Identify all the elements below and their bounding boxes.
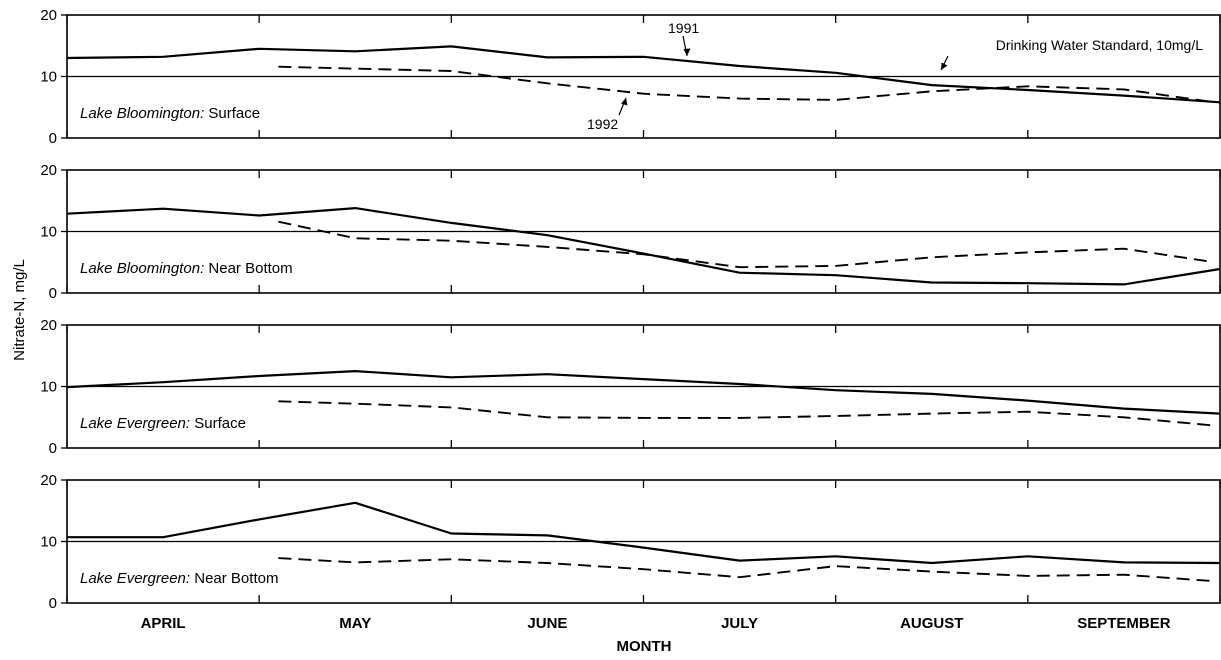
y-tick-label: 10 [40, 379, 57, 396]
panel-label: Lake Bloomington: Surface [80, 105, 260, 122]
y-tick-label: 20 [40, 472, 57, 489]
annotation-1991-arrowhead [683, 48, 691, 56]
series-1991-line [67, 501, 1221, 565]
panel-3: 0 10 20 Lake Evergreen: Surface [40, 317, 1221, 457]
panel-label-lake: Lake Evergreen: [80, 415, 190, 432]
annotation-1992: 1992 [587, 116, 618, 132]
month-label: JULY [721, 615, 758, 632]
y-tick-label: 0 [49, 285, 57, 302]
y-tick-label: 10 [40, 224, 57, 241]
y-tick-label: 20 [40, 7, 57, 24]
series-1992-line [278, 65, 1211, 103]
panel-label-lake: Lake Bloomington: [80, 105, 204, 122]
y-tick-label: 10 [40, 69, 57, 86]
y-tick-label: 0 [49, 595, 57, 612]
month-label: AUGUST [900, 615, 963, 632]
x-axis-title: MONTH [617, 638, 672, 655]
y-tick-label: 20 [40, 162, 57, 179]
y-tick-label: 10 [40, 534, 57, 551]
panel-label: Lake Bloomington: Near Bottom [80, 260, 293, 277]
month-label: SEPTEMBER [1077, 615, 1171, 632]
panels-layer: 0 10 20 Lake Bloomington: Surface 0 10 20 Lake … [40, 7, 1221, 612]
panel-label: Lake Evergreen: Near Bottom [80, 570, 278, 587]
y-tick-label: 0 [49, 440, 57, 457]
panel-label-lake: Lake Evergreen: [80, 570, 190, 587]
y-tick-label: 20 [40, 317, 57, 334]
panel-1: 0 10 20 Lake Bloomington: Surface [40, 7, 1221, 147]
drinking-water-standard-label: Drinking Water Standard, 10mg/L [996, 37, 1203, 53]
panel-label-depth: Surface [204, 105, 260, 122]
panel-label-depth: Near Bottom [204, 260, 292, 277]
month-label: JUNE [527, 615, 567, 632]
series-1991-line [66, 370, 1221, 415]
y-axis-title: Nitrate-N, mg/L [11, 259, 28, 361]
annotation-1992-arrowhead [621, 98, 628, 106]
month-label: MAY [339, 615, 371, 632]
panel-label: Lake Evergreen: Surface [80, 415, 246, 432]
series-1992-line [278, 220, 1211, 269]
month-labels: APRIL MAY JUNE JULY AUGUST SEPTEMBER [141, 615, 1171, 632]
standard-arrowhead [941, 62, 948, 70]
series-1991-line [66, 45, 1221, 104]
panel-2: 0 10 20 Lake Bloomington: Near Bottom [40, 162, 1221, 302]
series-1992-line [278, 400, 1211, 427]
y-tick-label: 0 [49, 130, 57, 147]
panel-label-depth: Near Bottom [190, 570, 278, 587]
panel-4: 0 10 20 Lake Evergreen: Near Bottom [40, 472, 1221, 612]
panel-label-lake: Lake Bloomington: [80, 260, 204, 277]
panel-label-depth: Surface [190, 415, 246, 432]
month-label: APRIL [141, 615, 186, 632]
series-1992-line [278, 557, 1211, 582]
annotation-1991: 1991 [668, 20, 699, 36]
